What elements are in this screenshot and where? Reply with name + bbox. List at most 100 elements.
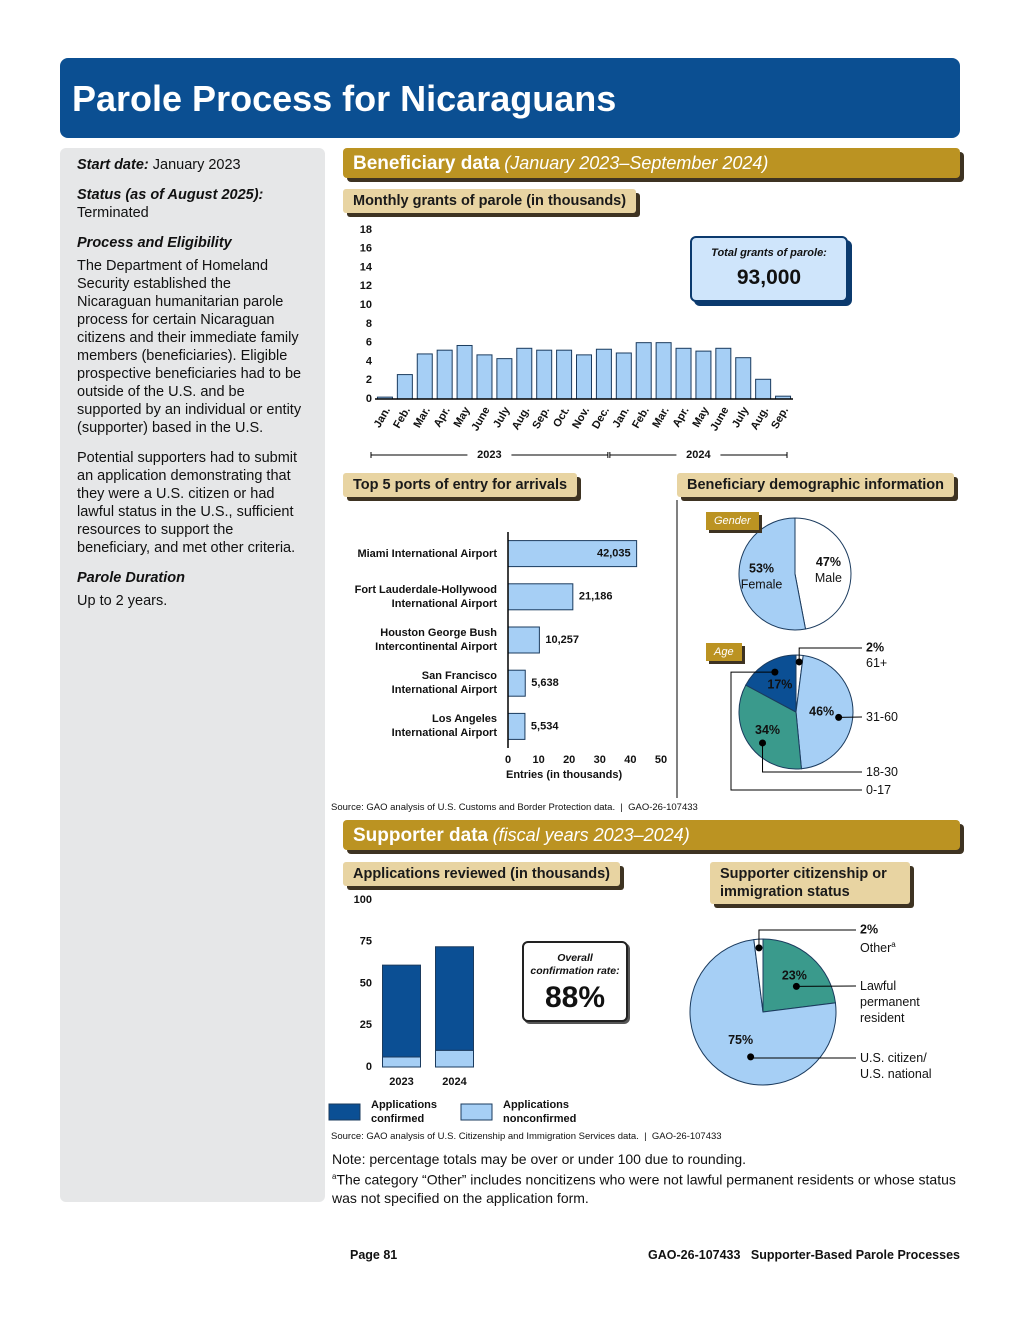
leader-dot — [771, 668, 779, 676]
pie-slice — [745, 654, 797, 713]
bar — [536, 349, 553, 400]
value-label: 10,257 — [545, 634, 579, 646]
chart-title: Monthly grants of parole (in thousands) — [343, 189, 637, 213]
value-label: 5,534 — [531, 720, 559, 732]
leader-line — [730, 671, 862, 791]
y-tick-label: San Francisco International Airport — [391, 670, 497, 697]
y-tick-label: 2 — [366, 374, 372, 386]
paragraph: The Department of Homeland Security esta… — [77, 258, 302, 436]
leader-line — [762, 742, 862, 773]
pie-value-label: 23% — [782, 969, 807, 983]
y-tick-label: 8 — [366, 318, 372, 330]
bar — [507, 712, 526, 740]
bar — [456, 344, 473, 400]
x-tick-label: Feb. — [391, 405, 413, 431]
pie-category-label: Male — [815, 571, 842, 585]
y-tick-label: 25 — [360, 1019, 372, 1031]
paragraph: Up to 2 years. — [77, 593, 168, 609]
sidebar: Start date: January 2023 Status (as of A… — [60, 148, 325, 1202]
x-tick-label: Apr. — [671, 405, 692, 430]
legend-swatch — [328, 1103, 361, 1121]
y-tick-label: 16 — [360, 243, 372, 255]
x-tick-label: June — [708, 405, 731, 433]
callout-label: Total grants of parole: — [711, 247, 827, 259]
source: Source: GAO analysis of U.S. Customs and… — [331, 802, 698, 813]
value: January 2023 — [152, 157, 241, 173]
bar — [507, 626, 540, 654]
y-tick-label: 10 — [360, 299, 372, 311]
bar — [655, 342, 672, 400]
leader-dot — [755, 944, 763, 952]
leader-dot — [795, 658, 803, 666]
bar — [507, 583, 574, 611]
bar-segment — [382, 1056, 421, 1068]
leader-dot — [835, 713, 843, 721]
y-tick-label: 75 — [360, 936, 372, 948]
x-tick-label: 10 — [532, 754, 544, 766]
section-title: Supporter data — [353, 825, 489, 846]
leader-line — [798, 647, 862, 662]
pie-slice — [794, 517, 852, 630]
bar — [615, 352, 632, 400]
heading: Parole Duration — [77, 570, 185, 586]
section-title: Beneficiary data — [353, 153, 500, 174]
bar — [436, 349, 453, 400]
bar — [635, 342, 652, 400]
bar — [556, 349, 573, 400]
bar — [695, 350, 712, 400]
leader-dot — [792, 982, 800, 990]
pie-category-label: Lawful permanent resident — [860, 978, 950, 1026]
bar — [396, 374, 413, 400]
pie-category-label: 61+ — [866, 655, 956, 671]
leader-dot — [759, 739, 767, 747]
x-tick-label: 2024 — [442, 1076, 467, 1088]
callout: Total grants of parole: 93,000 — [690, 236, 848, 302]
label: Start date: — [77, 157, 149, 173]
header: Parole Process for Nicaraguans — [60, 58, 960, 138]
y-tick-label: Houston George Bush Intercontinental Air… — [375, 627, 497, 653]
x-tick-label: Nov. — [570, 405, 592, 431]
legend-label: Applications nonconfirmed — [503, 1099, 577, 1125]
bar — [416, 353, 433, 400]
y-tick-label: 14 — [360, 261, 373, 273]
x-axis-title: Entries (in thousands) — [506, 769, 622, 781]
bar — [755, 378, 772, 400]
footnote-text: The category “Other” includes noncitizen… — [332, 1171, 956, 1206]
category-text: 61+ — [866, 656, 888, 670]
pie-value-label: 75% — [728, 1033, 753, 1047]
y-tick-label: 6 — [366, 337, 372, 349]
group-label-bg — [676, 448, 721, 462]
value-label: 5,638 — [531, 677, 559, 689]
notes: Note: percentage totals may be over or u… — [332, 1150, 962, 1207]
bar — [675, 347, 692, 400]
x-tick-label: 40 — [624, 754, 636, 766]
pie-slice — [762, 938, 836, 1013]
bar — [516, 347, 533, 400]
section-banner: Supporter data (fiscal years 2023–2024) — [343, 820, 960, 850]
pie-slice — [753, 938, 764, 1013]
pie-category-label: Female — [741, 577, 783, 591]
report-title: GAO-26-107433 Supporter-Based Parole Pro… — [648, 1248, 960, 1262]
bar — [576, 354, 592, 400]
bar-segment — [382, 964, 421, 1058]
legend-label: Applications confirmed — [371, 1099, 438, 1125]
pie-category-label: Othera — [860, 937, 950, 956]
paragraph: Potential supporters had to submit an ap… — [77, 450, 298, 556]
status: Status (as of August 2025): Terminated — [77, 186, 305, 222]
callout-value: 93,000 — [736, 266, 802, 289]
legend-swatch — [460, 1103, 493, 1121]
bar — [735, 357, 752, 400]
x-tick-label: Sep. — [769, 405, 791, 431]
heading: Process and Eligibility — [77, 235, 232, 251]
bar — [595, 348, 612, 400]
y-tick-label: 12 — [360, 280, 372, 292]
y-tick-label: 18 — [360, 224, 372, 236]
pie-category-label: 0-17 — [866, 782, 956, 798]
x-tick-label: 0 — [505, 754, 511, 766]
footnote: aThe category “Other” includes noncitize… — [332, 1168, 962, 1207]
y-tick-label: Miami International Airport — [357, 547, 497, 560]
pie-slice — [738, 517, 807, 631]
